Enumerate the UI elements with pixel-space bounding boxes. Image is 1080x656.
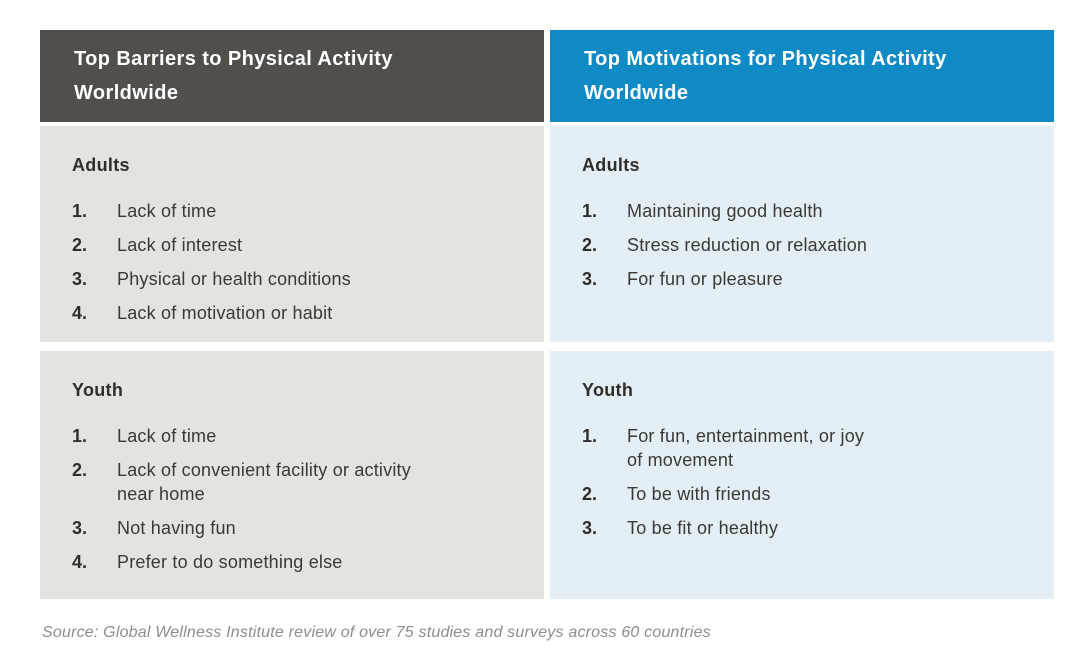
list-number: 3. [582,518,598,538]
motivations-header-cell: Top Motivations for Physical Activity Wo… [550,30,1054,122]
barriers-youth-cell: Youth 1. Lack of time 2. Lack of conveni… [40,351,544,599]
list-number: 2. [582,235,598,255]
source-note: Source: Global Wellness Institute review… [42,624,711,641]
list-item: 4. Prefer to do something else [72,550,524,574]
list-text: Maintaining good health [627,201,823,221]
list-item: 2. Lack of convenient facility or activi… [72,458,524,506]
list-item: 3. Not having fun [72,516,524,540]
list-item: 2. Stress reduction or relaxation [582,233,1034,257]
list-item: 1. Lack of time [72,424,524,448]
list-text: Prefer to do something else [117,552,343,572]
barriers-adults-title: Adults [72,155,130,175]
list-number: 2. [72,235,88,255]
list-item: 4. Lack of motivation or habit [72,301,524,325]
list-item: 1. Lack of time [72,199,524,223]
list-number: 1. [72,201,88,221]
list-number: 1. [582,201,598,221]
motivations-header-title: Top Motivations for Physical Activity Wo… [584,48,947,104]
list-number: 4. [72,303,88,323]
list-text: To be fit or healthy [627,518,779,538]
motivations-adults-title: Adults [582,155,640,175]
list-item: 2. Lack of interest [72,233,524,257]
list-text: Physical or health conditions [117,269,351,289]
list-number: 3. [72,269,88,289]
list-number: 2. [72,460,88,480]
list-text: For fun, entertainment, or joy of moveme… [627,426,865,470]
list-text: Lack of time [117,201,217,221]
barriers-header-title: Top Barriers to Physical Activity Worldw… [74,48,393,104]
motivations-adults-cell: Adults 1. Maintaining good health 2. Str… [550,126,1054,342]
list-number: 2. [582,484,598,504]
list-number: 4. [72,552,88,572]
adults-row: Adults 1. Lack of time 2. Lack of intere… [40,126,1054,342]
barriers-header-cell: Top Barriers to Physical Activity Worldw… [40,30,544,122]
list-text: Lack of time [117,426,217,446]
list-item: 3. For fun or pleasure [582,267,1034,291]
list-text: Lack of motivation or habit [117,303,333,323]
barriers-adults-cell: Adults 1. Lack of time 2. Lack of intere… [40,126,544,342]
motivations-youth-title: Youth [582,380,634,400]
motivations-youth-cell: Youth 1. For fun, entertainment, or joy … [550,351,1054,599]
list-item: 3. To be fit or healthy [582,516,1034,540]
list-text: Lack of convenient facility or activity … [117,460,411,504]
list-text: Lack of interest [117,235,243,255]
barriers-youth-title: Youth [72,380,124,400]
list-text: To be with friends [627,484,771,504]
list-text: Stress reduction or relaxation [627,235,868,255]
list-item: 2. To be with friends [582,482,1034,506]
list-number: 3. [582,269,598,289]
list-number: 1. [582,426,598,446]
barriers-motivations-table: Top Barriers to Physical Activity Worldw… [40,30,1054,599]
list-item: 3. Physical or health conditions [72,267,524,291]
list-text: For fun or pleasure [627,269,783,289]
list-number: 3. [72,518,88,538]
youth-row: Youth 1. Lack of time 2. Lack of conveni… [40,351,1054,599]
list-text: Not having fun [117,518,236,538]
list-item: 1. Maintaining good health [582,199,1034,223]
table-header-row: Top Barriers to Physical Activity Worldw… [40,30,1054,122]
list-item: 1. For fun, entertainment, or joy of mov… [582,424,1034,472]
list-number: 1. [72,426,88,446]
